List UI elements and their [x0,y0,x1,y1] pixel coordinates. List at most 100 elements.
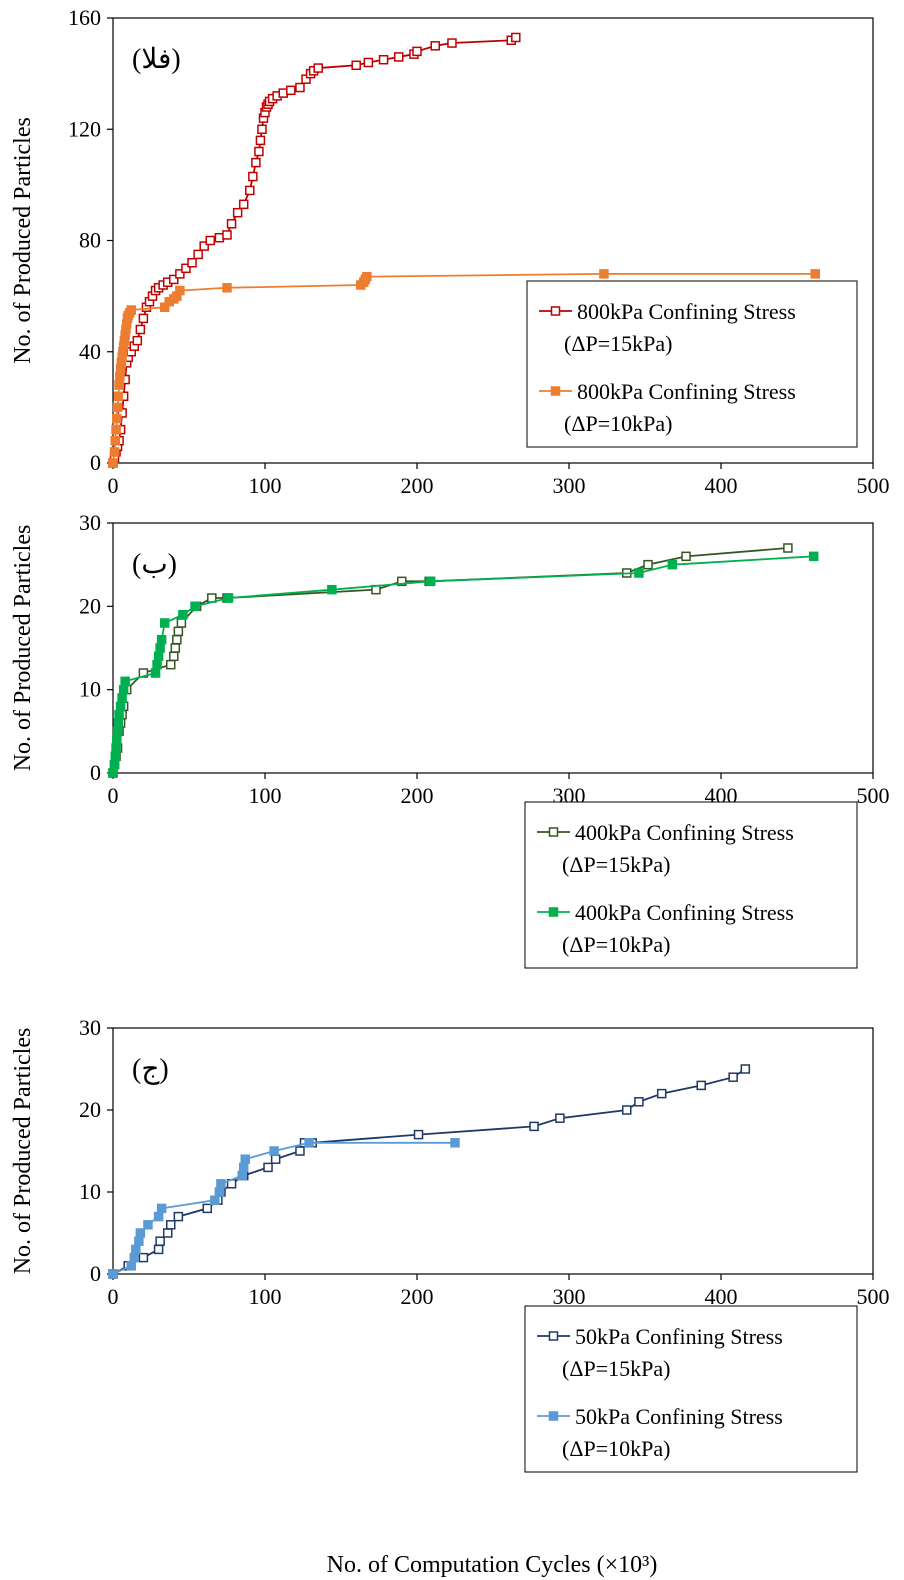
data-point [245,185,255,196]
x-tick-label: 200 [401,473,434,498]
data-point [120,676,130,687]
data-point [156,1203,167,1214]
data-point [111,743,121,753]
data-point [205,235,216,246]
data-point [240,1154,250,1164]
legend-entry-sublabel: (ΔP=15kPa) [564,331,672,356]
data-point [286,85,296,96]
data-point [394,52,404,62]
data-point [170,643,181,653]
data-point [238,199,249,210]
legend-entry-label: 800kPa Confining Stress [577,379,796,404]
data-point [126,1261,136,1271]
data-point [112,734,122,745]
data-point [555,1113,565,1123]
data-point [172,634,182,645]
data-point [222,283,232,293]
data-point [634,568,644,578]
data-point [232,207,243,218]
data-point [810,269,820,279]
data-point [412,46,422,57]
data-point [108,768,118,778]
data-point [425,576,436,587]
y-tick-label: 20 [79,593,101,618]
legend-entry-label: 800kPa Confining Stress [577,299,796,324]
y-tick-label: 80 [79,228,101,253]
legend-entry-label: 50kPa Confining Stress [575,1324,783,1349]
data-point [150,668,161,678]
data-point [248,171,258,182]
data-point [363,57,374,68]
y-tick-label: 0 [90,760,101,785]
data-point [129,1252,140,1263]
x-tick-label: 400 [705,473,738,498]
series-line [112,1068,746,1275]
data-point [152,659,162,670]
data-point [783,543,793,553]
y-tick-label: 10 [79,677,101,702]
data-point [110,436,121,446]
y-tick-label: 120 [68,116,101,141]
data-point [111,424,121,435]
series-2 [108,1138,460,1279]
data-point [143,1220,153,1230]
data-point [808,551,819,562]
y-tick-label: 20 [79,1097,101,1122]
series-2 [108,269,820,468]
data-point [131,1244,141,1255]
x-tick-label: 500 [857,1284,890,1309]
data-point [216,1179,226,1189]
data-point [728,1072,738,1082]
data-point [135,1228,146,1238]
data-point [169,651,179,662]
legend: 50kPa Confining Stress (ΔP=15kPa) 50kPa Co… [524,1305,858,1473]
legend-swatch-marker [548,1331,559,1341]
y-tick-label: 30 [79,1015,101,1040]
data-point [155,1236,165,1246]
data-point [269,1146,279,1156]
series-line [112,547,788,774]
data-point [175,285,185,296]
data-point [173,1211,184,1222]
data-point [134,1236,144,1246]
data-point [263,1162,273,1173]
y-tick-label: 40 [79,339,101,364]
data-point [430,41,440,51]
data-point [599,269,609,279]
data-point [210,1195,220,1205]
series-line [112,36,517,464]
data-point [138,1252,149,1263]
series-1 [108,543,793,778]
legend-entry-label: 400kPa Confining Stress [575,900,794,925]
data-point [226,219,237,229]
x-tick-label: 0 [108,1284,119,1309]
data-point [112,402,123,413]
data-point [351,60,361,71]
legend-entry-label: 400kPa Confining Stress [575,820,794,845]
data-point [155,643,165,653]
legend-entry-sublabel: (ΔP=15kPa) [562,852,670,877]
data-point [181,263,191,274]
data-point [202,1203,212,1214]
legend-entry-sublabel: (ΔP=15kPa) [562,1356,670,1381]
data-point [447,38,457,48]
legend-entry-sublabel: (ΔP=10kPa) [562,932,670,957]
data-point [696,1080,706,1091]
data-point [304,1138,314,1148]
data-point [529,1121,539,1132]
data-point [159,618,170,628]
data-point [187,258,197,268]
x-tick-label: 400 [705,1284,738,1309]
data-point [114,380,124,390]
data-point [113,391,124,401]
legend-entry-label: 50kPa Confining Stress [575,1404,783,1429]
data-point [113,718,124,728]
x-tick-label: 100 [249,1284,282,1309]
x-axis-title: No. of Computation Cycles (×10³) [327,1552,658,1578]
chart-panel-1: 0 40 80 120 160 0 100 200 300 400 500 No. of Produc… [10,5,890,498]
data-point [270,1154,281,1164]
data-point [656,1088,667,1099]
data-point [115,701,126,712]
legend-swatch-marker [550,386,561,396]
